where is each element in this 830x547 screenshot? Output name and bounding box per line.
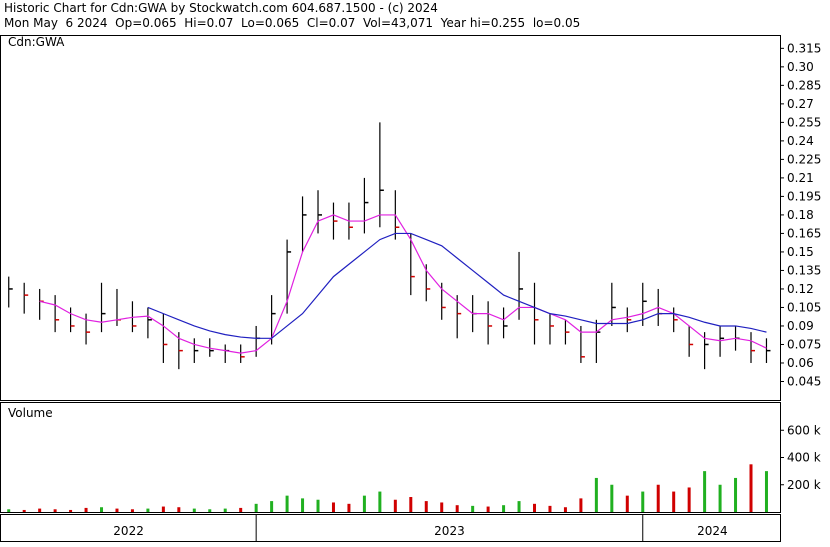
volume-bar: [69, 509, 73, 512]
volume-bar: [610, 484, 614, 512]
volume-bar: [393, 499, 397, 512]
volume-bar: [718, 484, 722, 512]
y-tick-label: 0.27: [787, 97, 814, 111]
volume-bar: [409, 497, 413, 512]
volume-bar: [455, 505, 459, 512]
y-tick-label: 0.24: [787, 134, 814, 148]
y-tick-label: 0.225: [787, 152, 821, 166]
volume-tick-label: 600 k: [787, 423, 821, 437]
y-tick-label: 0.30: [787, 60, 814, 74]
volume-bar: [38, 508, 42, 512]
volume-bar: [656, 484, 660, 512]
volume-bar: [579, 498, 583, 512]
volume-bar: [749, 464, 753, 512]
volume-bar: [146, 508, 150, 512]
volume-bar: [517, 501, 521, 512]
volume-bar: [331, 502, 335, 512]
y-tick-label: 0.06: [787, 356, 814, 370]
volume-bar: [208, 509, 212, 512]
volume-bar: [625, 495, 629, 512]
volume-bar: [100, 507, 104, 512]
volume-bar: [362, 495, 366, 512]
volume-bar: [53, 509, 57, 512]
chart-subtitle: Mon May 6 2024 Op=0.065 Hi=0.07 Lo=0.065…: [4, 16, 580, 30]
volume-bar: [563, 507, 567, 512]
volume-bar: [703, 471, 707, 512]
volume-bar: [734, 477, 738, 512]
year-label: 2024: [697, 524, 728, 538]
volume-bar: [301, 498, 305, 512]
volume-bar: [223, 508, 227, 512]
symbol-label: Cdn:GWA: [8, 35, 65, 49]
y-tick-label: 0.18: [787, 208, 814, 222]
year-label: 2022: [113, 524, 144, 538]
volume-bar: [594, 477, 598, 512]
volume-bar: [378, 491, 382, 512]
y-tick-label: 0.315: [787, 41, 821, 55]
y-tick-label: 0.195: [787, 189, 821, 203]
volume-bar: [672, 491, 676, 512]
volume-bar: [161, 506, 165, 512]
volume-bar: [471, 505, 475, 512]
y-tick-label: 0.135: [787, 263, 821, 277]
volume-bar: [316, 499, 320, 512]
y-tick-label: 0.045: [787, 374, 821, 388]
volume-bar: [84, 507, 88, 512]
price-panel: [0, 35, 781, 401]
y-tick-label: 0.165: [787, 226, 821, 240]
y-tick-label: 0.21: [787, 171, 814, 185]
volume-bar: [192, 508, 196, 512]
y-tick-label: 0.105: [787, 300, 821, 314]
volume-label: Volume: [8, 406, 53, 420]
volume-bar: [177, 507, 181, 512]
volume-bar: [254, 503, 258, 512]
volume-tick-label: 400 k: [787, 451, 821, 465]
y-tick-label: 0.12: [787, 282, 814, 296]
volume-bar: [239, 507, 243, 512]
volume-bar: [7, 509, 11, 512]
moving-average: [39, 214, 767, 354]
volume-bar: [502, 505, 506, 512]
volume-bar: [424, 501, 428, 512]
y-tick-label: 0.255: [787, 115, 821, 129]
volume-bar: [641, 491, 645, 512]
volume-bar: [764, 471, 768, 512]
volume-bar: [440, 502, 444, 512]
volume-bar: [22, 509, 26, 512]
volume-bar: [347, 503, 351, 512]
volume-bar: [548, 505, 552, 512]
date-axis: [0, 514, 781, 542]
volume-tick-label: 200 k: [787, 478, 821, 492]
volume-bar: [533, 503, 537, 512]
volume-bar: [486, 506, 490, 512]
volume-bar: [687, 487, 691, 512]
volume-bar: [115, 508, 119, 512]
volume-bar: [285, 495, 289, 512]
year-label: 2023: [434, 524, 465, 538]
volume-bar: [270, 501, 274, 512]
y-tick-label: 0.15: [787, 245, 814, 259]
moving-average: [147, 232, 767, 339]
y-tick-label: 0.075: [787, 337, 821, 351]
volume-bar: [130, 509, 134, 512]
chart-title: Historic Chart for Cdn:GWA by Stockwatch…: [4, 1, 438, 15]
y-tick-label: 0.285: [787, 78, 821, 92]
y-tick-label: 0.09: [787, 319, 814, 333]
